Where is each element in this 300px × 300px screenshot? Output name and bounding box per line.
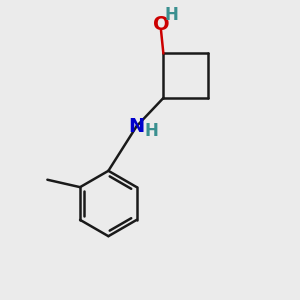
Text: N: N	[128, 117, 145, 136]
Text: H: H	[145, 122, 158, 140]
Text: H: H	[164, 6, 178, 24]
Text: O: O	[153, 15, 169, 34]
